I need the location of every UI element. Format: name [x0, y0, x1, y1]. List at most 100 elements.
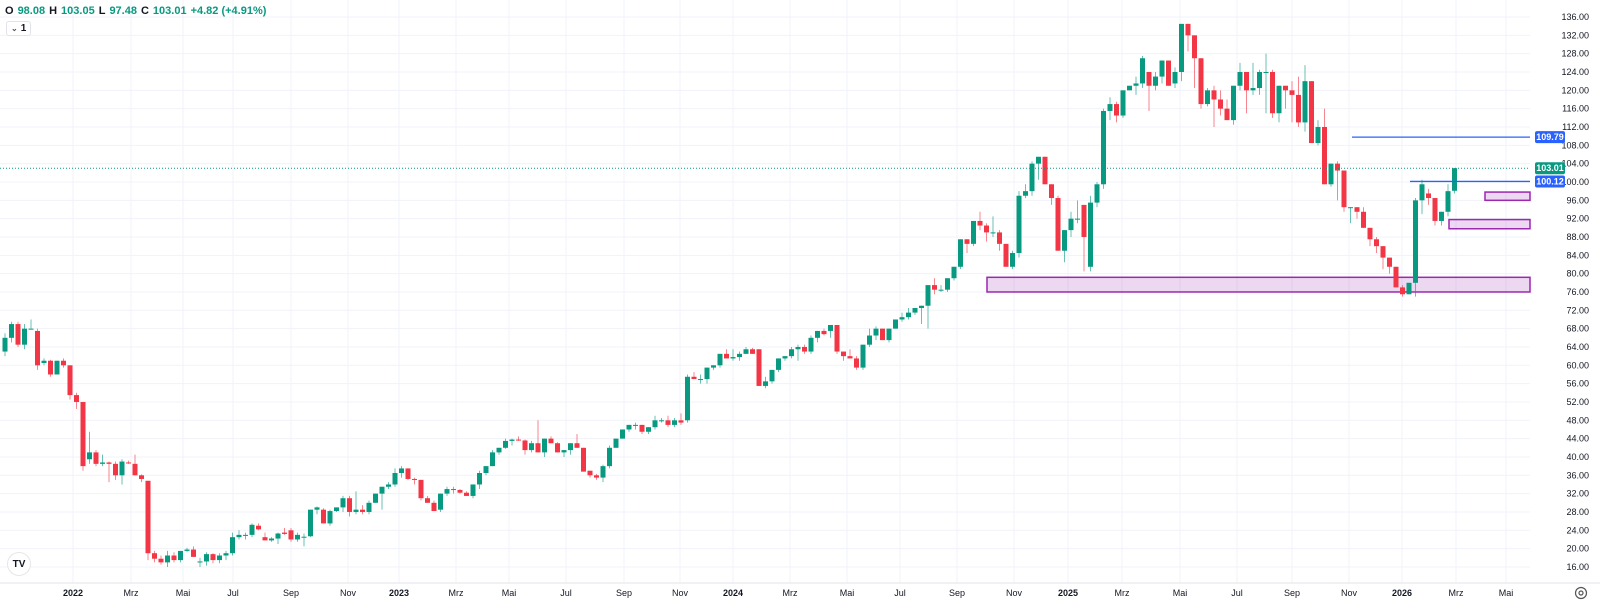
grid	[0, 0, 1530, 583]
candle	[93, 452, 99, 464]
candle	[379, 486, 385, 494]
support-zone[interactable]	[1448, 218, 1531, 230]
candle	[1218, 99, 1223, 109]
candles	[2, 23, 1457, 567]
candle	[685, 376, 690, 421]
candle	[1289, 90, 1295, 95]
candle	[769, 369, 775, 382]
svg-text:2022: 2022	[63, 588, 83, 598]
candle	[67, 365, 73, 396]
candle	[1185, 23, 1191, 36]
candle	[360, 509, 365, 512]
candle	[1224, 108, 1230, 121]
candle	[1133, 83, 1139, 86]
candle	[490, 452, 495, 467]
candle	[1101, 110, 1106, 185]
candle	[834, 324, 840, 352]
close-label: C	[140, 5, 149, 17]
svg-text:Mrz: Mrz	[1449, 588, 1464, 598]
support-zone[interactable]	[1484, 191, 1531, 202]
candle	[1387, 257, 1392, 267]
candle	[841, 351, 846, 357]
candle	[847, 356, 853, 359]
line-price-tag	[1535, 131, 1565, 144]
candle	[386, 484, 391, 487]
candle	[620, 429, 625, 439]
candle	[958, 239, 963, 267]
svg-text:Sep: Sep	[949, 588, 965, 598]
candle	[321, 509, 326, 524]
svg-text:Jul: Jul	[894, 588, 906, 598]
svg-text:120.00: 120.00	[1561, 85, 1589, 95]
time-axis[interactable]: 2022 Mrz Mai Jul Sep Nov 2023 Mrz Mai Jul Sep Nov 20…	[63, 588, 1513, 598]
settings-icon[interactable]	[1574, 586, 1588, 600]
candle	[100, 462, 105, 464]
candle	[1003, 243, 1009, 267]
candle	[1140, 58, 1145, 84]
candle	[548, 438, 554, 444]
candle	[737, 353, 742, 358]
candle	[821, 330, 827, 335]
candle	[1361, 211, 1366, 228]
candle	[945, 278, 950, 290]
candle	[483, 466, 489, 474]
candle	[431, 502, 437, 512]
candle	[204, 554, 209, 562]
svg-text:132.00: 132.00	[1561, 30, 1589, 40]
support-zone[interactable]	[986, 276, 1531, 293]
candle	[2, 337, 8, 352]
candle	[789, 349, 794, 357]
candle	[113, 463, 118, 476]
candle	[412, 478, 417, 480]
candle	[964, 239, 970, 244]
candle	[1120, 90, 1126, 116]
svg-text:109.79: 109.79	[1536, 132, 1564, 142]
svg-text:108.00: 108.00	[1561, 140, 1589, 150]
svg-text:Sep: Sep	[1284, 588, 1300, 598]
svg-text:Mai: Mai	[1173, 588, 1188, 598]
candle	[35, 330, 40, 366]
high-value: 103.05	[61, 5, 95, 17]
candle	[1354, 207, 1360, 212]
svg-text:104.00: 104.00	[1561, 159, 1589, 169]
candle	[971, 220, 976, 244]
candle	[243, 534, 248, 536]
candle	[613, 438, 619, 448]
candle	[542, 438, 547, 453]
candle	[61, 360, 66, 366]
candle	[496, 447, 502, 453]
candle	[48, 360, 53, 375]
svg-text:28.00: 28.00	[1566, 507, 1589, 517]
candle	[600, 466, 606, 478]
candle	[1036, 156, 1041, 164]
candle	[854, 358, 859, 368]
candle	[418, 479, 424, 499]
candle	[1445, 191, 1451, 212]
candle	[477, 473, 482, 485]
interval-toggle-button[interactable]: ⌄ 1	[6, 21, 32, 36]
candle	[815, 330, 820, 338]
candle	[938, 289, 944, 291]
svg-text:Mai: Mai	[1499, 588, 1514, 598]
open-value: 98.08	[17, 5, 46, 17]
candle	[1062, 230, 1067, 251]
svg-text:Mai: Mai	[502, 588, 517, 598]
candle	[1257, 71, 1262, 89]
svg-text:88.00: 88.00	[1566, 232, 1589, 242]
candle	[951, 266, 957, 279]
ohlc-legend: O 98.08 H 103.05 L 97.48 C 103.01 +4.82 (+4.…	[5, 5, 266, 17]
svg-text:72.00: 72.00	[1566, 305, 1589, 315]
candle	[1075, 218, 1080, 220]
change-value: +4.82 (+4.91%)	[190, 5, 267, 17]
chevron-down-icon: ⌄	[11, 24, 18, 33]
svg-text:92.00: 92.00	[1566, 214, 1589, 224]
candle	[288, 530, 294, 540]
candle	[808, 337, 814, 352]
candle	[867, 335, 872, 345]
price-axis[interactable]: 136.00 132.00 128.00 124.00 120.00 116.00 112.…	[1561, 12, 1589, 572]
svg-text:Sep: Sep	[616, 588, 632, 598]
tradingview-logo-icon[interactable]: TV	[7, 552, 31, 576]
svg-text:84.00: 84.00	[1566, 250, 1589, 260]
candle	[334, 507, 339, 512]
